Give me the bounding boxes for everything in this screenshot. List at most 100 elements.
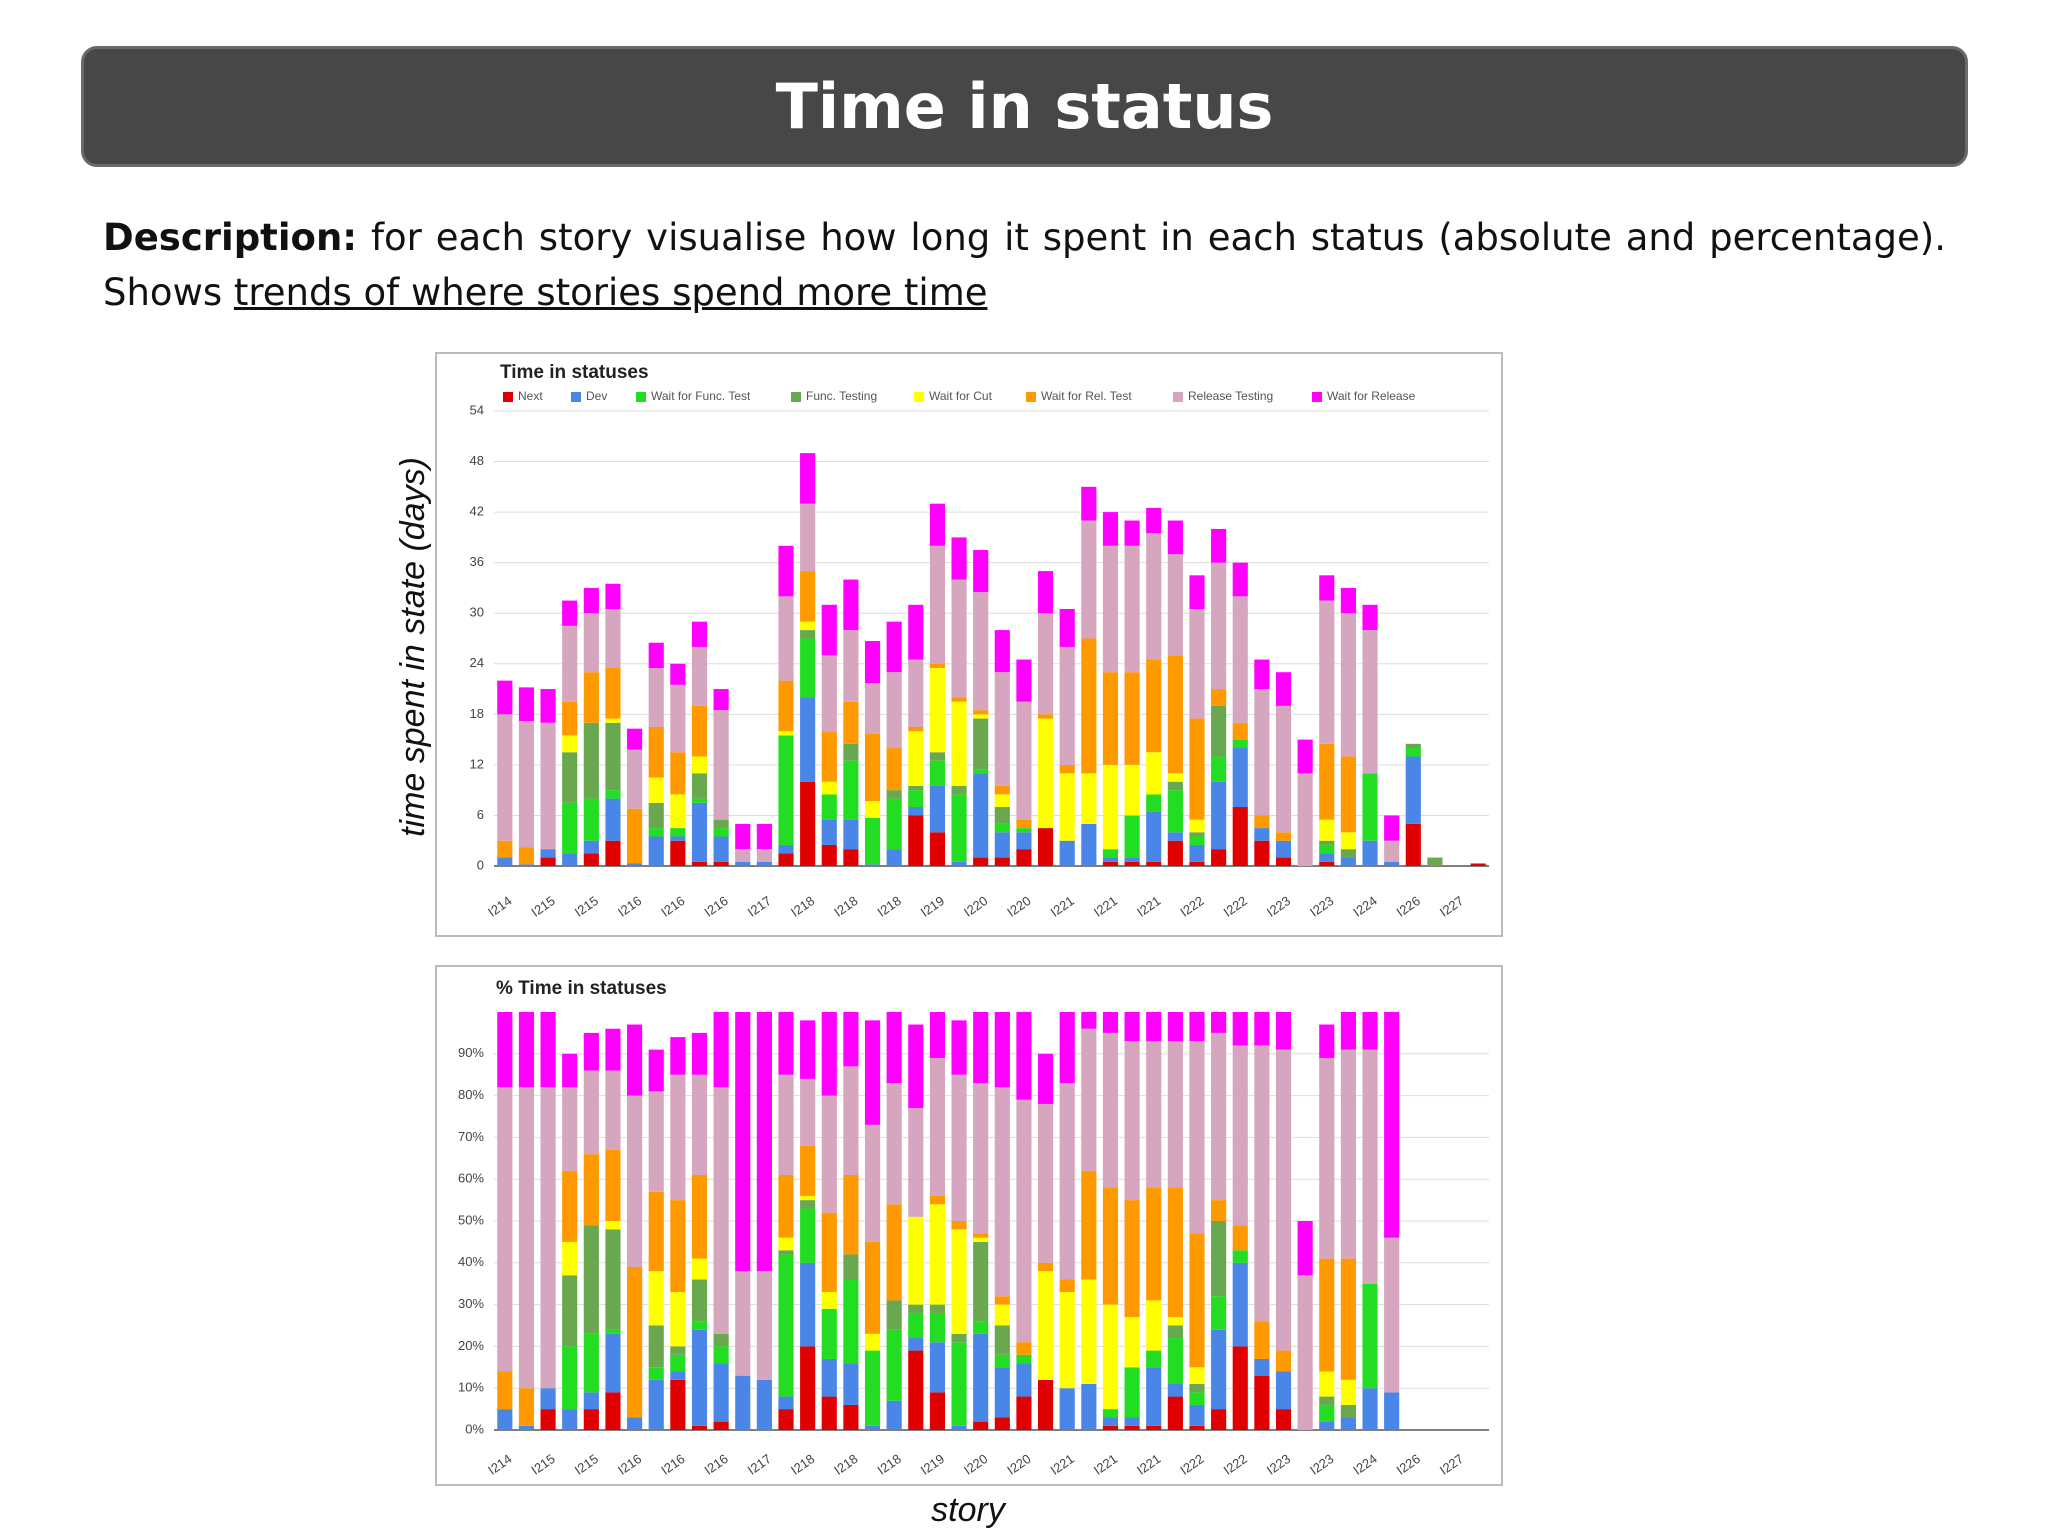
bar-segment [908,1350,924,1430]
bar-segment [670,1200,686,1293]
bar-segment [1232,562,1248,597]
bar-segment [627,749,643,809]
bar-segment [1340,756,1356,833]
y-tick-label: 30 [470,605,484,620]
bar-segment [821,1212,837,1293]
bar-segment [951,1425,967,1430]
bar-segment [1232,1225,1248,1251]
legend-swatch [914,392,924,402]
bar-segment [713,1087,729,1334]
bar-segment [691,861,708,866]
legend-swatch [1312,392,1322,402]
bar-segment [648,1367,664,1380]
bar-segment [1059,764,1075,774]
bar-segment [1405,823,1421,866]
bar-segment [973,857,989,866]
bar-segment [605,718,621,723]
bar-segment [735,1375,751,1430]
bar-segment [1232,1262,1248,1347]
bar-segment [886,849,902,866]
bar-segment [691,1032,708,1075]
bar-segment [973,592,989,711]
bar-segment [1254,828,1270,841]
bar-segment [605,1229,621,1330]
bar-segment [929,832,945,866]
bar-segment [821,794,837,820]
bar-segment [1146,1367,1162,1426]
bar-segment [951,794,967,862]
bar-segment [562,600,578,626]
bar-segment [691,621,708,647]
bar-segment [778,1237,794,1251]
bar-segment [1189,1425,1205,1430]
bar-segment [929,667,945,753]
description-text: for each story visualise how long it spe… [103,216,1946,314]
legend-label: Wait for Rel. Test [1041,389,1132,403]
bar-segment [1232,807,1248,866]
bar-segment [648,726,664,778]
bar-segment [994,857,1010,866]
bar-segment [1254,815,1270,829]
bar-segment [605,722,621,791]
bar-segment [821,604,837,656]
bar-segment [1102,849,1119,858]
bar-segment [821,655,837,732]
bar-segment [1124,861,1140,866]
bar-segment [1081,1384,1097,1430]
bar-segment [756,849,772,862]
bar-segment [994,1367,1010,1418]
bar-segment [1102,1304,1119,1410]
bar-segment [1254,1358,1270,1376]
bar-segment [605,1149,621,1221]
bar-segment [1059,1279,1075,1293]
y-tick-label: 0% [465,1421,484,1436]
bar-segment [864,1241,881,1334]
bar-segment [1167,1187,1183,1318]
bar-segment [929,1057,945,1196]
y-tick-label: 90% [458,1045,484,1060]
bar-segment [1167,1012,1183,1042]
bar-segment [951,537,967,580]
bar-segment [1102,1012,1119,1033]
bar-segment [583,1032,599,1071]
bar-segment [1059,773,1075,841]
bar-segment [1038,1053,1054,1104]
bar-segment [648,836,664,866]
bar-segment [1340,857,1356,866]
bar-segment [1081,520,1097,639]
bar-segment [713,861,729,866]
bar-segment [994,1012,1010,1088]
bar-segment [778,1175,794,1238]
bar-segment [864,864,881,866]
bar-segment [951,697,967,702]
bar-segment [1146,659,1162,753]
bar-segment [843,1012,859,1067]
bar-segment [670,752,686,795]
bar-segment [1384,815,1400,841]
bar-segment [670,840,686,866]
bar-segment [670,684,686,753]
bar-segment [800,1262,816,1347]
bar-segment [843,1254,859,1280]
bar-segment [691,1321,708,1330]
bar-segment [540,849,556,858]
bar-segment [691,798,708,803]
bar-segment [800,630,816,639]
chart-title: Time in statuses [500,362,649,383]
bar-segment [929,1342,945,1393]
bar-segment [1232,1250,1248,1263]
bar-segment [864,1124,881,1242]
bar-segment [778,735,794,845]
y-tick-label: 48 [470,453,484,468]
bar-segment [1189,1041,1205,1234]
bar-segment [994,785,1010,795]
bar-segment [951,701,967,786]
bar-segment [843,1279,859,1364]
bar-segment [929,1304,945,1313]
bar-segment [843,1066,859,1176]
bar-segment [1319,1024,1335,1058]
bar-segment [583,1333,599,1393]
chart-title: % Time in statuses [496,978,667,999]
bar-segment [994,1296,1010,1305]
bar-segment [497,1087,513,1372]
